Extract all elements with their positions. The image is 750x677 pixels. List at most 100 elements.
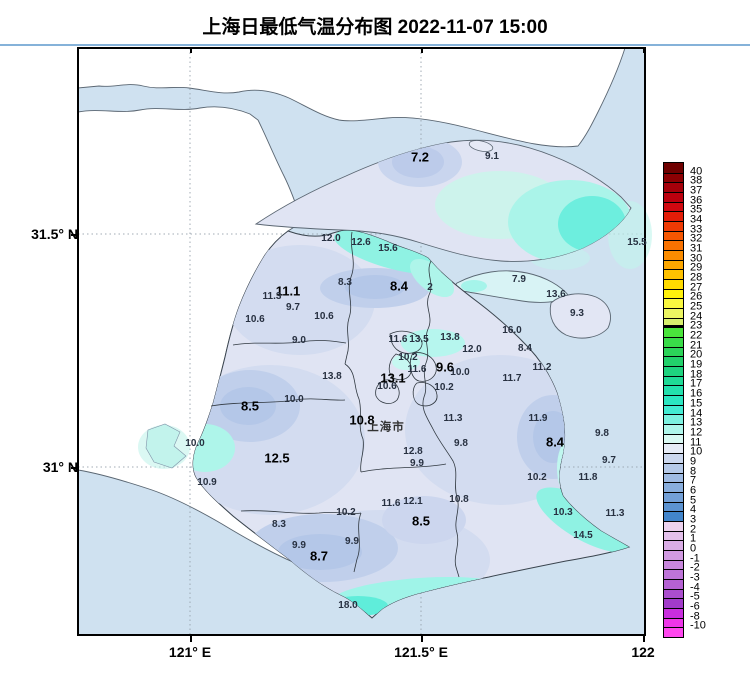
station-value: 2: [427, 282, 433, 293]
station-value: 12.6: [351, 237, 371, 248]
axis-tick: [421, 48, 423, 53]
station-value: 15.5: [627, 237, 647, 248]
station-value: 12.0: [462, 344, 482, 355]
colorbar-segment: [664, 288, 683, 299]
colorbar-label: 34: [690, 213, 703, 226]
colorbar-label: -10: [690, 619, 706, 632]
station-value: 11.2: [532, 362, 552, 373]
colorbar-label: 10: [690, 445, 703, 458]
station-value: 10.2: [398, 352, 418, 363]
colorbar-segment: [664, 298, 683, 309]
axis-tick: [643, 48, 645, 53]
station-value: 13.8: [322, 371, 342, 382]
colorbar-label: 4: [690, 503, 697, 516]
axis-tick: [190, 48, 192, 53]
station-value: 8.4: [389, 278, 409, 294]
colorbar-segment: [664, 182, 683, 193]
colorbar-label: 21: [690, 339, 703, 352]
axis-tick: [71, 467, 78, 469]
colorbar-segment: [664, 472, 683, 483]
station-value: 10.3: [553, 507, 573, 518]
station-value: 9.3: [570, 308, 584, 319]
axis-tick: [643, 635, 645, 642]
station-value: 16.0: [502, 325, 522, 336]
colorbar-label: 1: [690, 532, 697, 545]
colorbar-label: -4: [690, 581, 700, 594]
axis-tick: [190, 635, 192, 642]
station-value: 8.4: [545, 434, 565, 450]
colorbar-label: 33: [690, 223, 703, 236]
station-value: 10.0: [185, 438, 205, 449]
colorbar-segment: [664, 385, 683, 396]
colorbar-label: 18: [690, 368, 703, 381]
colorbar-segment: [664, 172, 683, 183]
station-value: 11.3: [262, 291, 282, 302]
station-value: 12.8: [403, 446, 423, 457]
axis-tick: [421, 635, 423, 642]
station-value: 9.8: [595, 428, 609, 439]
colorbar-label: 20: [690, 348, 703, 361]
colorbar-segment: [664, 308, 683, 318]
colorbar-segment: [664, 607, 683, 618]
colorbar-segment: [664, 414, 683, 425]
colorbar-segment: [664, 346, 683, 357]
station-value: 13.5: [409, 334, 429, 345]
colorbar-segment: [664, 578, 683, 589]
station-value: 9.9: [292, 540, 306, 551]
city-name-label: 上海市: [367, 421, 405, 434]
axis-tick: [71, 234, 78, 236]
colorbar-segment: [664, 163, 683, 173]
colorbar-segment: [664, 540, 683, 550]
x-axis-label: 121° E: [168, 644, 212, 660]
colorbar-label: 27: [690, 281, 703, 294]
station-value: 11.7: [502, 373, 522, 384]
colorbar-segment: [664, 433, 683, 444]
station-value: 7.2: [410, 149, 430, 165]
colorbar-segment: [664, 240, 683, 251]
colorbar-label: 0: [690, 542, 697, 555]
colorbar-label: 2: [690, 523, 697, 536]
station-value: 9.7: [602, 455, 616, 466]
colorbar-segment: [664, 366, 683, 376]
colorbar-segment: [664, 395, 683, 405]
station-value: 14.5: [573, 530, 593, 541]
colorbar-segment: [664, 559, 683, 570]
colorbar-segment: [664, 259, 683, 270]
colorbar-label: 15: [690, 397, 703, 410]
station-value: 8.7: [309, 548, 329, 564]
station-value: 10.2: [434, 382, 454, 393]
station-value: 12.5: [264, 450, 290, 466]
station-value: 11.6: [388, 334, 408, 345]
station-value: 11.1: [275, 283, 301, 299]
colorbar-segment: [664, 269, 683, 280]
colorbar-label: 7: [690, 474, 697, 487]
station-value: 10.6: [377, 381, 397, 392]
colorbar-label: 29: [690, 261, 703, 274]
district-boundaries: [210, 231, 460, 578]
islet: [468, 140, 494, 152]
colorbar-segment: [664, 520, 683, 531]
page-title: 上海日最低气温分布图 2022-11-07 15:00: [202, 17, 548, 38]
colorbar-segment: [664, 404, 683, 415]
colorbar-segment: [664, 627, 683, 637]
station-value: 9.1: [485, 151, 499, 162]
colorbar-label: 12: [690, 426, 703, 439]
colorbar-segment: [664, 482, 683, 492]
station-value: 10.0: [450, 367, 470, 378]
colorbar-label: -5: [690, 590, 700, 603]
y-axis-label: 31° N: [42, 459, 78, 475]
colorbar-segment: [664, 201, 683, 212]
colorbar-label: 32: [690, 232, 703, 245]
colorbar-segment: [664, 317, 683, 328]
station-value: 9.9: [410, 458, 424, 469]
colorbar-label: 17: [690, 377, 703, 390]
y-axis-label: 31.5° N: [31, 226, 78, 242]
station-value: 11.9: [528, 413, 548, 424]
station-value: 10.0: [284, 394, 304, 405]
colorbar-label: 35: [690, 203, 703, 216]
colorbar-label: 22: [690, 329, 703, 342]
colorbar-segment: [664, 375, 683, 386]
colorbar-segment: [664, 569, 683, 579]
